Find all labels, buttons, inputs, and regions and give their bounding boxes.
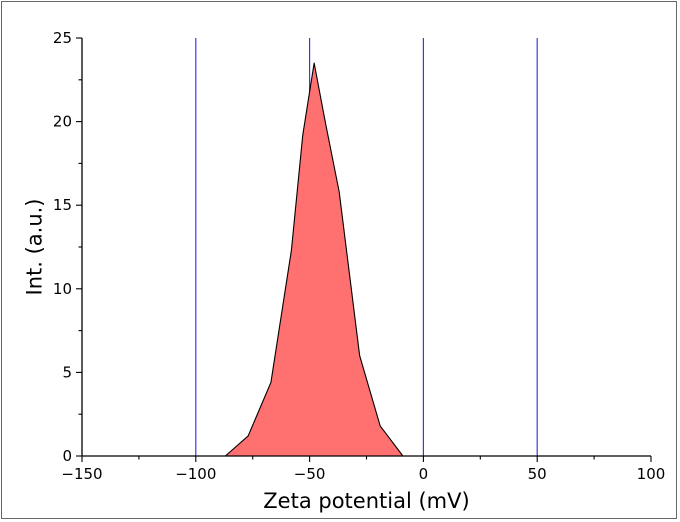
y-tick-label: 10	[53, 280, 72, 298]
x-tick-label: −100	[175, 465, 216, 483]
x-tick-label: −50	[294, 465, 326, 483]
area-fill	[82, 63, 651, 456]
area-outline	[82, 62, 651, 457]
y-ticks: 0 5 10 15 20 25	[53, 29, 82, 465]
x-axis-title: Zeta potential (mV)	[263, 489, 469, 513]
x-ticks: −150 −100 −50 0 50 100	[61, 456, 665, 483]
x-tick-label: 100	[637, 465, 666, 483]
y-tick-label: 20	[53, 113, 72, 131]
y-axis-title: Int. (a.u.)	[22, 198, 46, 295]
x-tick-label: −150	[61, 465, 102, 483]
y-tick-label: 15	[53, 196, 72, 214]
x-tick-label: 0	[419, 465, 429, 483]
x-tick-label: 50	[528, 465, 547, 483]
y-tick-label: 0	[62, 447, 72, 465]
y-tick-label: 5	[62, 363, 72, 381]
area-series	[82, 62, 651, 457]
y-tick-label: 25	[53, 29, 72, 47]
